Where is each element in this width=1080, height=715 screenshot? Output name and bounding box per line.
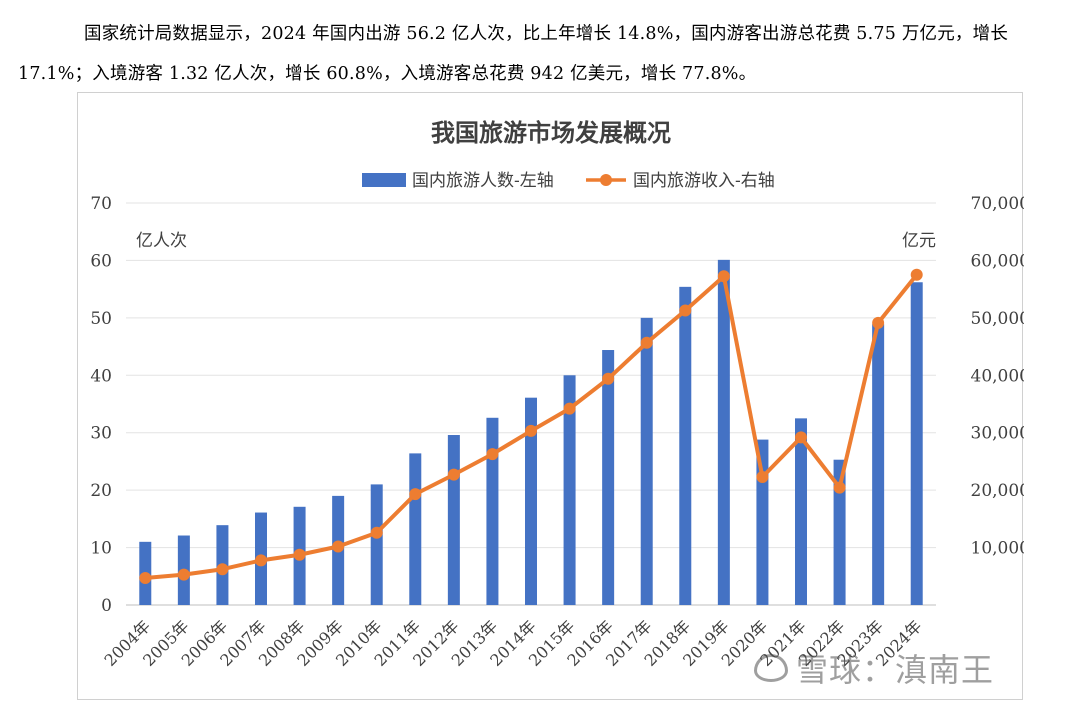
line-point-2017年 — [640, 336, 653, 349]
chart-frame: 我国旅游市场发展概况 国内旅游人数-左轴 国内旅游收入-右轴 亿人次 亿元 0 1… — [77, 92, 1024, 700]
left-axis-ticks: 0 10 20 30 40 50 60 70 — [90, 194, 112, 616]
right-tick-label: 30,000 — [971, 424, 1024, 444]
line-point-2010年 — [370, 526, 383, 539]
line-point-2005年 — [177, 568, 190, 581]
bar-2018年 — [679, 286, 692, 605]
line-point-2006年 — [216, 563, 229, 576]
snowball-logo-icon — [753, 654, 788, 682]
line-point-2021年 — [795, 431, 807, 444]
legend-bar-swatch — [362, 173, 406, 187]
line-point-2018年 — [679, 304, 692, 317]
line-point-2004年 — [139, 571, 152, 584]
bar-2013年 — [486, 417, 499, 605]
left-tick-label: 10 — [90, 539, 112, 559]
bar-2016年 — [602, 350, 615, 605]
bar-2023年 — [872, 324, 885, 605]
legend-bar-label: 国内旅游人数-左轴 — [412, 171, 554, 191]
line-point-2016年 — [602, 372, 615, 385]
line-point-2013年 — [486, 448, 499, 461]
line-point-2014年 — [525, 424, 537, 437]
line-series — [139, 268, 923, 584]
line-point-2008年 — [293, 548, 306, 561]
right-tick-label: 60,000 — [971, 251, 1024, 271]
line-point-2015年 — [563, 402, 576, 415]
bar-2014年 — [525, 397, 537, 605]
bar-2024年 — [910, 282, 923, 605]
left-tick-label: 30 — [90, 424, 112, 444]
line-point-2019年 — [717, 270, 730, 283]
legend-line-marker — [600, 174, 612, 186]
line-point-2007年 — [255, 554, 267, 567]
watermark-text: 雪球：滇南王 — [795, 651, 994, 689]
right-tick-label: 10,000 — [971, 539, 1024, 559]
chart-title: 我国旅游市场发展概况 — [431, 118, 671, 147]
line-point-2024年 — [910, 268, 923, 281]
bar-2012年 — [447, 435, 460, 605]
bar-2021年 — [795, 418, 807, 605]
bar-2017年 — [640, 317, 653, 605]
bar-2015年 — [563, 375, 576, 605]
line-point-2011年 — [409, 488, 422, 501]
line-point-2012年 — [447, 468, 460, 481]
left-tick-label: 20 — [90, 481, 112, 501]
right-tick-label: 20,000 — [971, 481, 1024, 501]
bar-2011年 — [409, 453, 422, 605]
bar-2022年 — [833, 459, 846, 605]
line-point-2009年 — [332, 540, 345, 553]
right-axis-ticks: -10,00020,00030,00040,00050,00060,00070,… — [971, 194, 1024, 559]
summary-line-2: 17.1%；入境游客 1.32 亿人次，增长 60.8%，入境游客总花费 942… — [18, 64, 757, 84]
right-tick-label: 50,000 — [971, 309, 1024, 329]
left-tick-label: 0 — [101, 596, 112, 616]
line-point-2023年 — [872, 316, 885, 329]
line-point-2020年 — [756, 471, 769, 484]
right-axis-unit: 亿元 — [902, 231, 936, 251]
left-tick-label: 60 — [90, 251, 112, 271]
right-tick-label: 70,000 — [971, 194, 1024, 214]
line-point-2022年 — [833, 481, 846, 494]
watermark: 雪球：滇南王 — [753, 645, 994, 691]
bar-2010年 — [370, 484, 383, 605]
left-tick-label: 70 — [90, 194, 112, 214]
left-tick-label: 40 — [90, 366, 112, 386]
legend-line-label: 国内旅游收入-右轴 — [633, 171, 775, 191]
summary-paragraph: 国家统计局数据显示，2024 年国内出游 56.2 亿人次，比上年增长 14.8… — [18, 14, 1062, 94]
tourism-chart: 我国旅游市场发展概况 国内旅游人数-左轴 国内旅游收入-右轴 亿人次 亿元 0 1… — [90, 118, 1024, 670]
right-tick-label: 40,000 — [971, 366, 1024, 386]
bar-2019年 — [717, 259, 730, 605]
left-tick-label: 50 — [90, 309, 112, 329]
summary-line-1: 国家统计局数据显示，2024 年国内出游 56.2 亿人次，比上年增长 14.8… — [84, 24, 1009, 44]
left-axis-unit: 亿人次 — [136, 231, 187, 251]
